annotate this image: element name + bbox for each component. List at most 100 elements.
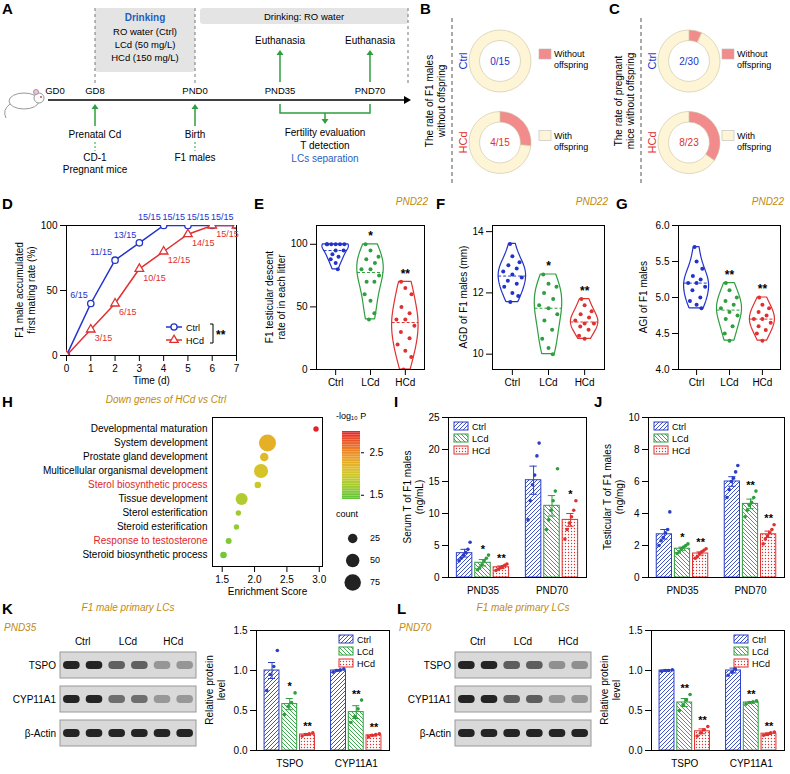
svg-text:RO water (Ctrl): RO water (Ctrl)	[113, 26, 177, 37]
svg-text:Ctrl: Ctrl	[357, 635, 371, 645]
svg-text:100: 100	[41, 220, 58, 231]
svg-text:4.0: 4.0	[656, 364, 670, 375]
svg-text:4.5: 4.5	[656, 328, 670, 339]
svg-text:5: 5	[185, 363, 191, 374]
svg-text:**: **	[698, 714, 707, 726]
svg-text:6: 6	[209, 363, 215, 374]
svg-text:T detection: T detection	[300, 140, 349, 151]
svg-text:**: **	[746, 479, 755, 491]
svg-text:CYP11A1: CYP11A1	[730, 758, 774, 769]
svg-text:Sterol esterification: Sterol esterification	[122, 507, 207, 518]
svg-text:Enrichment Score: Enrichment Score	[228, 586, 308, 597]
svg-text:PND35: PND35	[467, 585, 500, 596]
svg-text:HCd: HCd	[752, 377, 772, 388]
svg-text:Relative protein: Relative protein	[204, 655, 215, 724]
svg-text:1.5: 1.5	[215, 574, 229, 585]
svg-text:**: **	[765, 720, 774, 732]
svg-text:Relative protein: Relative protein	[599, 655, 610, 724]
svg-text:12: 12	[472, 287, 484, 298]
svg-text:Euthanasia: Euthanasia	[345, 35, 395, 46]
svg-text:Ctrl: Ctrl	[457, 52, 469, 69]
svg-text:4/15: 4/15	[490, 137, 510, 148]
svg-text:2.5: 2.5	[370, 447, 384, 458]
svg-text:Without: Without	[554, 49, 585, 59]
svg-text:PND70: PND70	[355, 85, 386, 96]
svg-text:Fertility evaluation: Fertility evaluation	[285, 127, 366, 138]
svg-text:Drinking: Drinking	[125, 12, 166, 23]
svg-text:TSPO: TSPO	[424, 660, 451, 671]
svg-text:14/15: 14/15	[192, 238, 215, 248]
svg-text:without offspring: without offspring	[436, 65, 447, 139]
svg-text:Sterol biosynthetic process: Sterol biosynthetic process	[88, 479, 208, 490]
svg-text:20: 20	[428, 444, 440, 455]
svg-text:AGD of F1 males (mm): AGD of F1 males (mm)	[458, 246, 469, 349]
svg-text:TSPO: TSPO	[29, 660, 56, 671]
svg-text:With: With	[737, 131, 755, 141]
svg-text:F1 males: F1 males	[174, 152, 215, 163]
svg-text:Testicular T of F1 males: Testicular T of F1 males	[602, 444, 613, 550]
svg-text:HCd: HCd	[752, 659, 770, 669]
svg-text:The rate of pregnant: The rate of pregnant	[613, 55, 624, 146]
svg-text:LCd: LCd	[672, 434, 689, 444]
svg-text:4: 4	[161, 363, 167, 374]
svg-text:Response to testosterone: Response to testosterone	[94, 535, 208, 546]
svg-text:Ctrl: Ctrl	[505, 377, 521, 388]
svg-text:**: **	[680, 682, 689, 694]
svg-text:1.0: 1.0	[629, 665, 643, 676]
svg-text:Ctrl: Ctrl	[186, 323, 200, 333]
svg-text:5.5: 5.5	[656, 256, 670, 267]
svg-text:Drinking: RO water: Drinking: RO water	[264, 11, 344, 22]
svg-text:10: 10	[428, 508, 440, 519]
svg-text:Ctrl: Ctrl	[646, 52, 658, 69]
svg-text:10: 10	[472, 348, 484, 359]
svg-text:LCd: LCd	[361, 377, 379, 388]
svg-text:(ng/mg): (ng/mg)	[614, 480, 625, 514]
svg-text:Birth: Birth	[185, 129, 206, 140]
svg-text:LCd: LCd	[472, 434, 489, 444]
svg-text:**: **	[370, 721, 379, 733]
svg-text:Ctrl: Ctrl	[752, 635, 766, 645]
svg-text:(ng/mL): (ng/mL)	[414, 480, 425, 514]
svg-text:Developmental maturation: Developmental maturation	[91, 423, 208, 434]
svg-text:50: 50	[296, 301, 308, 312]
svg-text:15/15: 15/15	[162, 212, 185, 222]
svg-text:GD0: GD0	[45, 85, 65, 96]
svg-text:PND35: PND35	[265, 85, 296, 96]
svg-text:*: *	[680, 531, 685, 543]
svg-text:1.0: 1.0	[234, 665, 248, 676]
svg-text:offspring: offspring	[554, 142, 588, 152]
svg-text:6/15: 6/15	[70, 290, 88, 300]
svg-text:offspring: offspring	[737, 142, 771, 152]
svg-text:TSPO: TSPO	[276, 758, 303, 769]
svg-text:HCd: HCd	[457, 131, 469, 153]
svg-text:β-Actin: β-Actin	[420, 728, 451, 739]
svg-text:*: *	[368, 229, 373, 243]
svg-text:2.0: 2.0	[248, 574, 262, 585]
svg-text:**: **	[758, 282, 768, 296]
svg-text:5: 5	[434, 540, 440, 551]
svg-text:HCd: HCd	[646, 131, 658, 153]
svg-text:TSPO: TSPO	[671, 758, 698, 769]
svg-text:Tissue development: Tissue development	[118, 493, 207, 504]
svg-text:HCd: HCd	[395, 377, 415, 388]
svg-text:1: 1	[88, 363, 94, 374]
svg-text:Ctrl: Ctrl	[689, 377, 705, 388]
svg-text:LCd: LCd	[357, 647, 374, 657]
svg-text:offspring: offspring	[554, 60, 588, 70]
svg-text:HCd: HCd	[575, 377, 595, 388]
svg-text:15/15: 15/15	[187, 212, 210, 222]
svg-text:LCd: LCd	[539, 377, 557, 388]
svg-text:3: 3	[137, 363, 143, 374]
svg-text:Multicellular organismal devel: Multicellular organismal development	[43, 465, 208, 476]
svg-text:15/15: 15/15	[211, 212, 234, 222]
svg-text:0.0: 0.0	[629, 745, 643, 756]
svg-text:HCd (150 mg/L): HCd (150 mg/L)	[111, 52, 179, 63]
svg-text:Ctrl: Ctrl	[328, 377, 344, 388]
svg-text:8/23: 8/23	[679, 137, 699, 148]
svg-text:25: 25	[370, 533, 380, 543]
svg-text:CD-1: CD-1	[83, 152, 107, 163]
svg-text:level: level	[216, 680, 227, 701]
svg-text:Ctrl: Ctrl	[672, 422, 686, 432]
svg-text:3.0: 3.0	[312, 574, 326, 585]
svg-text:HCd: HCd	[186, 336, 204, 346]
